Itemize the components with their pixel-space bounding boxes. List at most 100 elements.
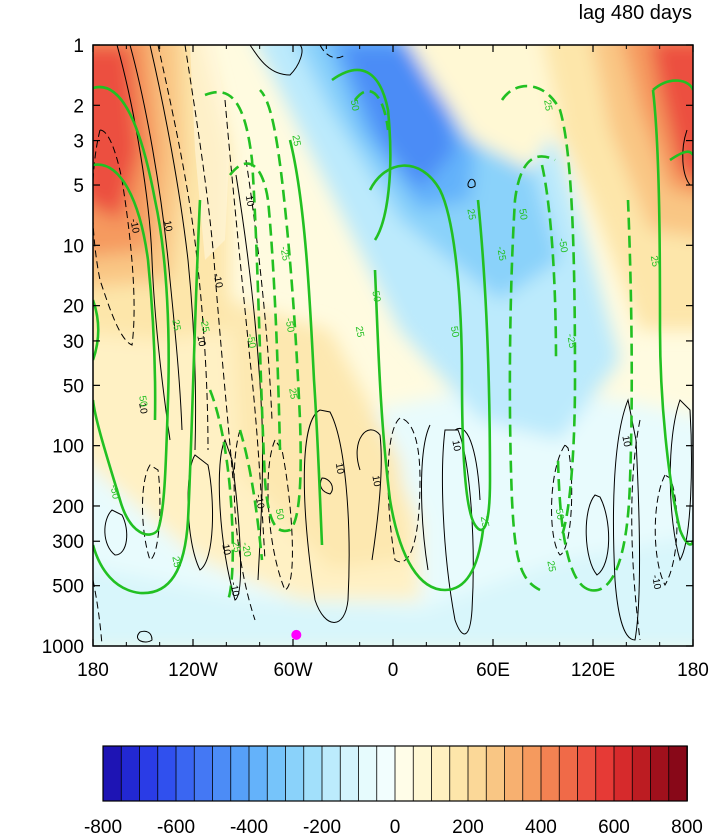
colorbar-swatch: [613, 745, 634, 802]
y-tick-label: 5: [73, 176, 84, 197]
contour-line: [612, 398, 641, 641]
colorbar-swatch: [285, 745, 305, 802]
contour-line: [467, 178, 476, 189]
contour-line: [654, 474, 678, 587]
green-contour-label: 50: [516, 208, 529, 221]
green-contour-label: 50: [369, 290, 382, 303]
green-contour-label: 25: [541, 99, 554, 112]
green-contour-label: 25: [229, 541, 242, 554]
x-tick-label: 180: [77, 660, 109, 681]
black-contour-label: -10: [649, 574, 662, 591]
colorbar-swatch: [102, 745, 123, 802]
green-contour-label: -25: [278, 246, 291, 263]
contour-line: [93, 85, 170, 536]
contour-line: [228, 162, 282, 451]
shaded-field: [93, 45, 693, 646]
contour-line: [93, 163, 157, 421]
contour-line: [631, 419, 641, 641]
contour-line: [116, 45, 171, 441]
contour-line: [303, 409, 350, 623]
contour-line: [149, 45, 197, 451]
contour-line: [540, 164, 558, 361]
green-contour-label: 25: [169, 319, 182, 332]
x-axis: 180 120W 60W 0 60E 120E 180: [77, 45, 709, 681]
contour-line: [218, 438, 242, 601]
contour-line: [204, 89, 302, 533]
green-contour-label: 25: [464, 208, 477, 221]
contour-line: [157, 45, 209, 451]
black-contour-label: -10: [253, 494, 266, 511]
y-tick-label: 1: [73, 36, 84, 57]
colorbar-swatch: [321, 745, 342, 802]
contour-line: [184, 45, 234, 481]
green-contour-label: -25: [494, 246, 507, 263]
colorbar-swatch: [358, 745, 378, 802]
green-contour-label: 50: [273, 508, 286, 521]
colorbar-swatch: [504, 745, 524, 802]
contour-line: [454, 427, 481, 501]
colorbar-tick-label: 0: [390, 817, 401, 838]
contour-line: [682, 129, 691, 186]
green-contour-label: -50: [108, 484, 121, 501]
green-contour-label: 25: [353, 325, 366, 338]
contour-labels: -10 10 -10 10 10 10 -10 10 -10 10 10 10 10 -10 25 50 -50…: [108, 99, 663, 598]
contour-line: [373, 269, 485, 592]
contour-line: [93, 299, 100, 361]
contour-line: [142, 464, 161, 561]
contour-line: [551, 444, 573, 556]
colorbar: -800 -600 -400 -200 0 200 400 600 800: [84, 745, 703, 838]
green-contour-label: 25: [648, 255, 661, 268]
base-point-marker: [291, 629, 302, 640]
colorbar-swatch: [193, 745, 214, 802]
green-contour-label: 50: [553, 508, 566, 521]
x-tick-label: 180: [677, 660, 709, 681]
green-contour-label: 25: [289, 134, 302, 147]
y-tick-label: 300: [52, 532, 84, 553]
contour-line: [442, 429, 474, 635]
contour-line: [104, 509, 128, 556]
green-contour-label: 25: [544, 560, 557, 573]
colorbar-tick-label: -400: [230, 817, 268, 838]
colorbar-swatch: [631, 745, 652, 802]
contour-line: [137, 630, 153, 643]
contour-line: [508, 155, 556, 592]
colorbar-swatch: [595, 745, 615, 802]
colorbar-swatch: [540, 745, 561, 802]
colorbar-swatch: [248, 745, 269, 802]
colorbar-swatch: [303, 745, 323, 802]
green-contour-label: -50: [244, 333, 257, 350]
colorbar-swatch: [412, 745, 433, 802]
colorbar-swatch: [431, 745, 451, 802]
contour-line: [353, 89, 390, 131]
colorbar-swatch: [558, 745, 579, 802]
colorbar-swatch: [120, 745, 141, 802]
y-tick-label: 2: [73, 96, 84, 117]
contour-line: [651, 89, 693, 546]
colorbar-swatch: [467, 745, 488, 802]
x-tick-label: 120E: [571, 660, 615, 681]
green-contour-label: -20: [239, 542, 252, 559]
y-tick-label: 1000: [42, 637, 84, 658]
colorbar-swatch: [230, 745, 250, 802]
y-axis: 1 2 3 5 10 20 30 50 100 200 300 500 1000: [42, 36, 693, 658]
y-tick-label: 20: [63, 297, 84, 318]
green-contour-label: -25: [198, 317, 211, 334]
black-contour-label: 10: [449, 439, 462, 452]
black-contour-label: 10: [369, 475, 382, 488]
plot-area: -10 10 -10 10 10 10 -10 10 -10 10 10 10 10 -10 25 50 -50…: [92, 44, 694, 647]
y-tick-label: 200: [52, 497, 84, 518]
black-contour-label: -10: [211, 273, 224, 290]
colorbar-swatch: [650, 745, 670, 802]
contour-line: [245, 159, 273, 421]
black-contours: [93, 45, 692, 646]
colorbar-swatch: [376, 745, 396, 802]
green-contour-label: -50: [283, 317, 296, 334]
black-contour-label: 10: [136, 402, 149, 415]
colorbar-swatch: [668, 745, 688, 802]
contour-line: [669, 399, 692, 562]
green-contour-label: 50: [136, 395, 149, 408]
black-contour-label: -10: [128, 218, 141, 235]
colorbar-swatch: [577, 745, 597, 802]
contour-line: [500, 84, 577, 541]
contour-line: [652, 79, 693, 92]
